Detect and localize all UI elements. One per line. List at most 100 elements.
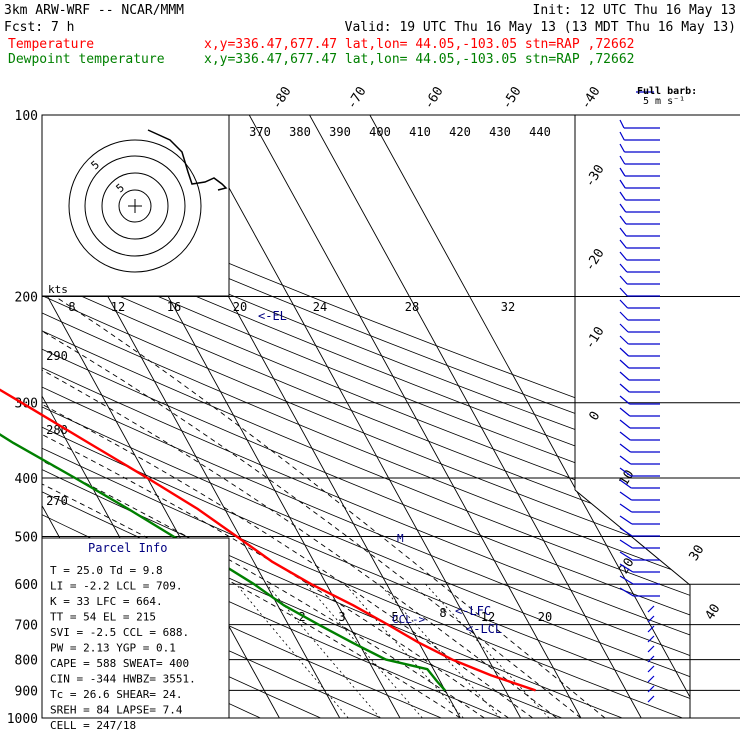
wind-barb-flag [619, 455, 632, 465]
isotherm-label: -20 [582, 246, 607, 274]
dry-adiabat [42, 115, 690, 718]
parcel-info-row: SREH = 84 LAPSE= 7.4 [50, 704, 183, 717]
parcel-info-row: CELL = 247/18 [50, 719, 136, 732]
wind-barb-flag [619, 491, 632, 501]
mixing-ratio-label: 12 [111, 300, 125, 314]
wind-barb [647, 685, 655, 693]
pressure-tick-label: 900 [15, 684, 38, 699]
isotherm-label: -40 [578, 84, 603, 112]
dry-adiabat [42, 115, 690, 718]
wind-barb-flag [619, 299, 629, 309]
pressure-tick-label: 600 [15, 578, 38, 593]
wind-barb-flag [619, 335, 629, 345]
mixing-ratio-label: 2 [298, 610, 305, 624]
theta-label: 380 [289, 125, 311, 139]
dry-adiabat [42, 115, 382, 718]
isotherm-line [188, 115, 521, 718]
wind-barb [647, 655, 655, 663]
pressure-tick-label: 800 [15, 654, 38, 669]
wind-barb-flag [619, 575, 634, 585]
wind-barb-flag [619, 191, 626, 201]
wind-barb-flag [619, 515, 633, 525]
dewpoint-profile-line [0, 433, 446, 692]
mixing-ratio-label: 5 [391, 610, 398, 624]
pressure-tick-label: 500 [15, 530, 38, 545]
dry-adiabat [42, 115, 690, 718]
wind-barb [647, 695, 655, 703]
parcel-info-row: PW = 2.13 YGP = 0.1 [50, 642, 176, 655]
mixing-ratio-label: 8 [68, 300, 75, 314]
wind-barb-flag [619, 527, 633, 537]
isotherm-line [369, 115, 690, 718]
wind-barb-flag [619, 395, 630, 405]
ccl-annotation: CCL-> [392, 613, 425, 626]
temperature-legend-label: Temperature [8, 37, 94, 52]
dry-adiabat [42, 115, 623, 718]
wind-barb-flag [619, 239, 627, 249]
dry-adiabat [42, 115, 690, 718]
theta-label: 270 [46, 494, 68, 508]
isotherm-label: -80 [269, 84, 294, 112]
dry-adiabat [42, 115, 683, 718]
wind-barb [647, 625, 655, 633]
wind-barb-flag [619, 287, 628, 297]
wind-barb-flag [619, 251, 628, 261]
wind-barb-flag [619, 479, 632, 489]
hodograph-ring [68, 139, 202, 273]
theta-label: 410 [409, 125, 431, 139]
dry-adiabat [42, 115, 690, 718]
isotherm-label: 30 [687, 543, 708, 564]
lcl-annotation: <-LCL [466, 622, 502, 636]
wind-barb [647, 635, 655, 643]
wind-barb-flag [619, 215, 627, 225]
forecast-hour: Fcst: 7 h [4, 20, 74, 35]
isotherm-line [309, 115, 642, 718]
dry-adiabat [42, 115, 690, 718]
wind-barb-flag [619, 443, 631, 453]
wind-barb-flag [619, 587, 634, 597]
pressure-tick-label: 1000 [7, 712, 38, 727]
wind-barb-flag [619, 275, 628, 285]
theta-label: 440 [529, 125, 551, 139]
wind-barb-flag [619, 143, 626, 153]
moist-adiabat [42, 296, 509, 718]
dry-adiabat [42, 115, 690, 718]
wind-barb-flag [619, 407, 631, 417]
parcel-info-row: T = 25.0 Td = 9.8 [50, 564, 163, 577]
theta-label: 290 [46, 349, 68, 363]
mixing-ratio-line [235, 583, 349, 718]
theta-label: 370 [249, 125, 271, 139]
parcel-info-title: Parcel Info [88, 541, 167, 555]
wind-barb-flag [619, 383, 630, 393]
wind-barb-flag [619, 203, 627, 213]
mixing-ratio-label: 12 [481, 610, 495, 624]
wind-barb [647, 645, 655, 653]
isotherm-line [248, 115, 582, 718]
hodograph-trace [147, 129, 228, 191]
wind-barb-flag [619, 503, 633, 513]
parcel-info-frame [41, 537, 230, 719]
m-annotation: M [397, 532, 404, 545]
theta-label: 400 [369, 125, 391, 139]
dry-adiabat [42, 115, 690, 718]
wind-barb-flag [619, 323, 629, 333]
dry-adiabat [42, 115, 690, 718]
wind-barb-flag [619, 179, 626, 189]
parcel-info-row: LI = -2.2 LCL = 709. [50, 580, 182, 593]
wind-barb [647, 605, 655, 613]
isotherm-label: 10 [617, 468, 638, 489]
isotherm-label: -60 [421, 84, 446, 112]
wind-barb [647, 665, 655, 673]
dry-adiabat [42, 115, 690, 718]
pressure-tick-label: 100 [15, 109, 38, 124]
mixing-ratio-label: 16 [167, 300, 181, 314]
wind-barb-flag [619, 311, 629, 321]
wind-barb-flag [619, 359, 630, 369]
dry-adiabat [42, 115, 690, 718]
parcel-info-row: CIN = -344 HWBZ= 3551. [50, 673, 196, 686]
wind-barb-flag [619, 371, 630, 381]
model-title: 3km ARW-WRF -- NCAR/MMM [4, 3, 184, 18]
